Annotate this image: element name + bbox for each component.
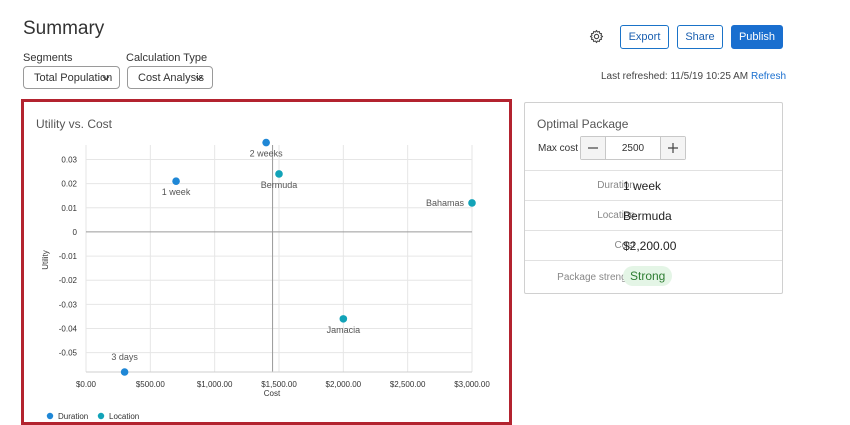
package-strength-row: Package strength — [525, 260, 782, 293]
max-cost-input[interactable] — [605, 137, 661, 159]
duration-value: 1 week — [623, 179, 662, 193]
calculation-type-value: Cost Analysis — [138, 71, 205, 84]
duration-key: Duration — [597, 180, 635, 191]
optimal-package-title: Optimal Package — [537, 117, 629, 131]
chart-panel — [21, 99, 512, 425]
data-point[interactable] — [468, 199, 476, 207]
segments-value: Total Population — [34, 71, 113, 84]
chevron-down-icon — [195, 76, 203, 81]
cost-row: Cost $2,200.00 — [525, 230, 782, 260]
max-cost-label: Max cost — [538, 143, 579, 154]
location-key: Location — [597, 210, 635, 221]
data-point[interactable] — [172, 177, 180, 186]
gear-icon[interactable] — [589, 29, 604, 44]
data-point[interactable] — [339, 315, 348, 323]
last-refreshed-text: Last refreshed: 11/5/19 10:25 AM — [601, 71, 749, 82]
package-strength-key: Package strength — [557, 272, 635, 283]
publish-button[interactable]: Publish — [731, 25, 783, 49]
data-point[interactable] — [262, 138, 270, 147]
location-row: Location Bermuda — [525, 200, 782, 230]
location-value: Bermuda — [623, 209, 672, 223]
segments-label: Segments — [23, 52, 73, 64]
optimal-package-panel — [524, 102, 783, 294]
page-title: Summary — [23, 18, 105, 39]
segments-dropdown[interactable]: Total Population — [23, 66, 120, 89]
decrement-button[interactable] — [581, 137, 605, 159]
calculation-type-label: Calculation Type — [126, 52, 208, 64]
cost-value: $2,200.00 — [623, 239, 677, 253]
minus-icon — [588, 147, 598, 149]
calculation-type-dropdown[interactable]: Cost Analysis — [127, 66, 213, 89]
plus-icon — [668, 143, 678, 153]
refresh-link[interactable]: Refresh — [751, 71, 787, 82]
export-button[interactable]: Export — [620, 25, 669, 49]
share-button[interactable]: Share — [677, 25, 723, 49]
data-point[interactable] — [120, 368, 129, 376]
chevron-down-icon — [102, 76, 110, 81]
chart-title: Utility vs. Cost — [36, 117, 113, 131]
data-point[interactable] — [275, 170, 283, 178]
max-cost-stepper — [580, 136, 686, 160]
duration-row: Duration 1 week — [525, 170, 782, 200]
package-strength-badge: Strong — [623, 266, 673, 286]
increment-button[interactable] — [661, 137, 685, 159]
cost-key: Cost — [614, 240, 635, 251]
